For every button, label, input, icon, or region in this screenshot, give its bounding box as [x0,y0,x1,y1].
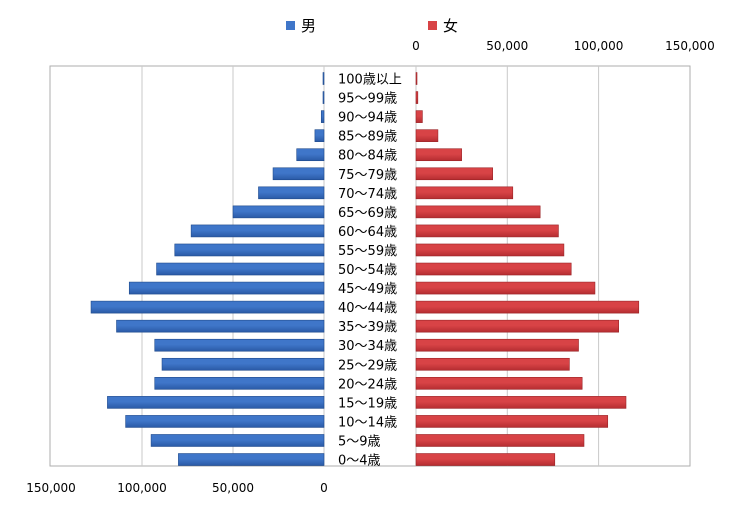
female-bar [415,434,585,447]
female-bar [415,224,559,238]
female-bar [415,205,541,219]
female-bar [415,357,570,371]
male-bar [296,148,325,162]
male-bar [322,72,325,85]
male-axis-tick-label: 150,000 [26,481,76,495]
male-bar [320,110,325,123]
legend-female-swatch [428,20,437,30]
age-group-label: 25～29歳 [338,358,397,373]
age-group-label: 60～64歳 [338,225,397,240]
legend-male: 男 [286,14,316,36]
male-bar [272,167,325,181]
male-bar [178,453,325,466]
male-bar [314,129,325,142]
female-bar [415,262,572,276]
age-group-label: 45～49歳 [338,282,397,297]
female-bar [415,300,640,314]
female-bar [415,243,565,257]
legend-male-label: 男 [301,16,317,35]
female-bar [415,281,596,295]
female-bar [415,186,514,200]
age-group-label: 30～34歳 [338,339,397,354]
age-group-label: 85～89歳 [338,130,397,145]
male-bar [150,434,325,447]
female-axis-tick-label: 150,000 [665,39,715,53]
female-bar [415,167,493,181]
age-group-label: 70～74歳 [338,187,397,202]
male-bar [90,300,325,314]
male-bar [116,319,325,333]
age-group-label: 50～54歳 [338,263,397,278]
age-group-label: 90～94歳 [338,111,397,126]
age-group-label: 95～99歳 [338,92,397,107]
male-bar [154,338,325,352]
age-group-label: 35～39歳 [338,320,397,335]
age-group-label: 65～69歳 [338,206,397,221]
female-bar [415,453,556,466]
legend-female-label: 女 [443,16,459,35]
male-bar [190,224,325,238]
female-bar [415,396,627,409]
female-axis-tick-label: 100,000 [574,39,624,53]
male-axis-tick-label: 100,000 [117,481,167,495]
legend-male-swatch [286,20,295,30]
female-bar [415,72,418,85]
male-bar [107,396,325,409]
male-axis-tick-label: 0 [320,481,328,495]
female-bar [415,319,619,333]
plot-frame [49,65,691,467]
age-group-label: 5～9歳 [338,434,381,449]
female-bar [415,129,439,142]
male-bar [161,357,325,371]
age-group-label: 20～24歳 [338,377,397,392]
male-bar [125,415,325,428]
male-bar [258,186,325,200]
female-axis-tick-label: 50,000 [486,39,528,53]
male-bar [128,281,325,295]
female-bar [415,338,579,352]
female-bar [415,91,419,104]
male-bar [174,243,325,257]
male-bar [322,91,325,104]
female-bar [415,377,583,390]
age-group-label: 80～84歳 [338,149,397,164]
female-bar [415,148,462,162]
age-group-label: 55～59歳 [338,244,397,259]
age-group-label: 100歳以上 [338,73,402,88]
age-group-label: 40～44歳 [338,301,397,316]
age-group-label: 75～79歳 [338,168,397,183]
male-axis-tick-label: 50,000 [212,481,254,495]
age-group-label: 0～4歳 [338,454,381,469]
female-axis-tick-label: 0 [412,39,420,53]
male-bar [154,377,325,390]
age-group-label: 15～19歳 [338,396,397,411]
female-bar [415,110,423,123]
male-bar [156,262,325,276]
female-bar [415,415,609,428]
age-group-label: 10～14歳 [338,415,397,430]
male-bar [232,205,325,219]
legend-female: 女 [428,14,458,36]
